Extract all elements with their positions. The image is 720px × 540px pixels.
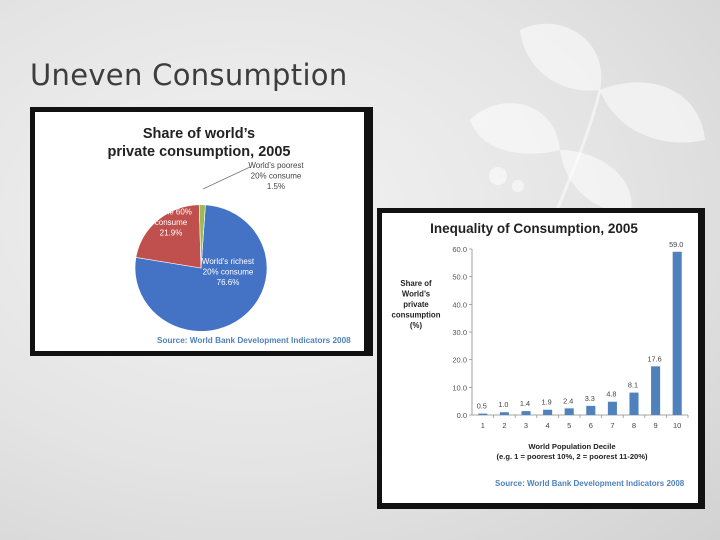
bar-value-label: 17.6 <box>647 354 661 363</box>
bar-value-label: 4.8 <box>606 390 616 399</box>
y-tick-label: 40.0 <box>452 300 467 309</box>
y-tick-label: 0.0 <box>457 411 467 420</box>
pie-slice-2 <box>198 204 206 269</box>
bar-y-axis-label-line: consumption <box>392 311 441 320</box>
bar-chart-title: Inequality of Consumption, 2005 <box>430 221 638 236</box>
x-tick-label: 1 <box>481 421 485 430</box>
bar-chart-panel: Inequality of Consumption, 2005 0.0 10.0 20… <box>382 213 698 503</box>
bar-decile-1 <box>478 413 488 415</box>
bar-value-label: 1.9 <box>542 398 552 407</box>
x-tick-label: 7 <box>610 421 614 430</box>
bar-x-axis-label-line: (e.g. 1 = poorest 10%, 2 = poorest 11-20… <box>496 452 648 461</box>
bar-value-label: 3.3 <box>585 394 595 403</box>
pie-slice-label-1-line: consume <box>155 218 188 227</box>
pie-slice-label-0-line: 76.6% <box>217 278 240 287</box>
pie-slice-label-0: World’s richest 20% consume 76.6% <box>202 257 255 287</box>
bar-decile-10 <box>672 251 682 415</box>
slide-title: Uneven Consumption <box>30 58 348 92</box>
bar-y-axis-label-line: (%) <box>410 321 423 330</box>
bar-value-label: 1.0 <box>498 400 508 409</box>
bar-decile-7 <box>607 401 617 415</box>
y-tick-label: 60.0 <box>452 245 467 254</box>
x-tick-label: 10 <box>673 421 681 430</box>
bar-decile-6 <box>586 405 596 415</box>
bar-decile-4 <box>543 409 553 415</box>
x-tick-label: 6 <box>589 421 593 430</box>
pie-chart-title: Share of world’s private consumption, 200… <box>108 126 291 160</box>
x-tick-label: 9 <box>654 421 658 430</box>
pie-slice-label-1: World’s middle 60% consume 21.9% <box>150 197 192 238</box>
pie-chart-frame: Share of world’s private consumption, 200… <box>30 107 373 356</box>
bar-decile-9 <box>651 366 661 415</box>
bar-value-label: 8.1 <box>628 381 638 390</box>
y-tick-label: 10.0 <box>452 383 467 392</box>
y-tick-label: 50.0 <box>452 273 467 282</box>
pie-slice-label-2: World’s poorest 20% consume 1.5% <box>248 161 304 191</box>
x-tick-label: 4 <box>546 421 550 430</box>
bar-y-axis-label-line: private <box>403 300 429 309</box>
pie-chart-title-line: private consumption, 2005 <box>108 144 291 160</box>
bar-y-axis-label-line: World’s <box>402 290 431 299</box>
pie-chart-source: Source: World Bank Development Indicator… <box>157 336 351 345</box>
y-tick-label: 20.0 <box>452 356 467 365</box>
pie-slice-label-0-line: 20% consume <box>203 268 254 277</box>
bar-value-label: 0.5 <box>477 402 487 411</box>
bar-decile-2 <box>499 412 509 415</box>
pie-slice-label-2-line: 20% consume <box>251 172 302 181</box>
bar-chart-frame: Inequality of Consumption, 2005 0.0 10.0 20… <box>377 208 705 509</box>
pie-chart-title-line: Share of world’s <box>143 126 255 142</box>
bar-y-axis-label-line: Share of <box>400 279 432 288</box>
bar-value-label: 2.4 <box>563 396 573 405</box>
pie-chart-panel: Share of world’s private consumption, 200… <box>35 112 364 351</box>
pie-slice-label-2-line: World’s poorest <box>248 161 304 170</box>
pie-chart: Share of world’s private consumption, 200… <box>108 126 352 345</box>
x-tick-label: 8 <box>632 421 636 430</box>
pie-slice-label-1-line: World’s <box>158 197 184 206</box>
bar-x-axis-label: World Population Decile (e.g. 1 = poorest… <box>496 442 648 461</box>
bar-chart-source: Source: World Bank Development Indicator… <box>495 479 685 488</box>
bar-y-axis-label: Share of World’s private consumption (%) <box>392 279 441 330</box>
bar-decile-5 <box>564 408 574 415</box>
pie-slice-1 <box>135 204 202 269</box>
bar-decile-8 <box>629 392 639 415</box>
bar-value-label: 59.0 <box>669 240 683 249</box>
y-tick-label: 30.0 <box>452 328 467 337</box>
pie-slice-label-1-line: middle 60% <box>150 208 192 217</box>
bar-decile-3 <box>521 411 531 415</box>
pie-leader-line <box>202 166 251 190</box>
pie-slice-label-1-line: 21.9% <box>160 229 183 238</box>
pie-slice-label-0-line: World’s richest <box>202 257 255 266</box>
bar-x-axis-label-line: World Population Decile <box>528 442 615 451</box>
x-tick-label: 2 <box>502 421 506 430</box>
x-tick-label: 5 <box>567 421 571 430</box>
bar-value-label: 1.4 <box>520 399 530 408</box>
bar-chart: Inequality of Consumption, 20050.010.020… <box>392 221 689 488</box>
pie-slice-label-2-line: 1.5% <box>267 182 285 191</box>
x-tick-label: 3 <box>524 421 528 430</box>
